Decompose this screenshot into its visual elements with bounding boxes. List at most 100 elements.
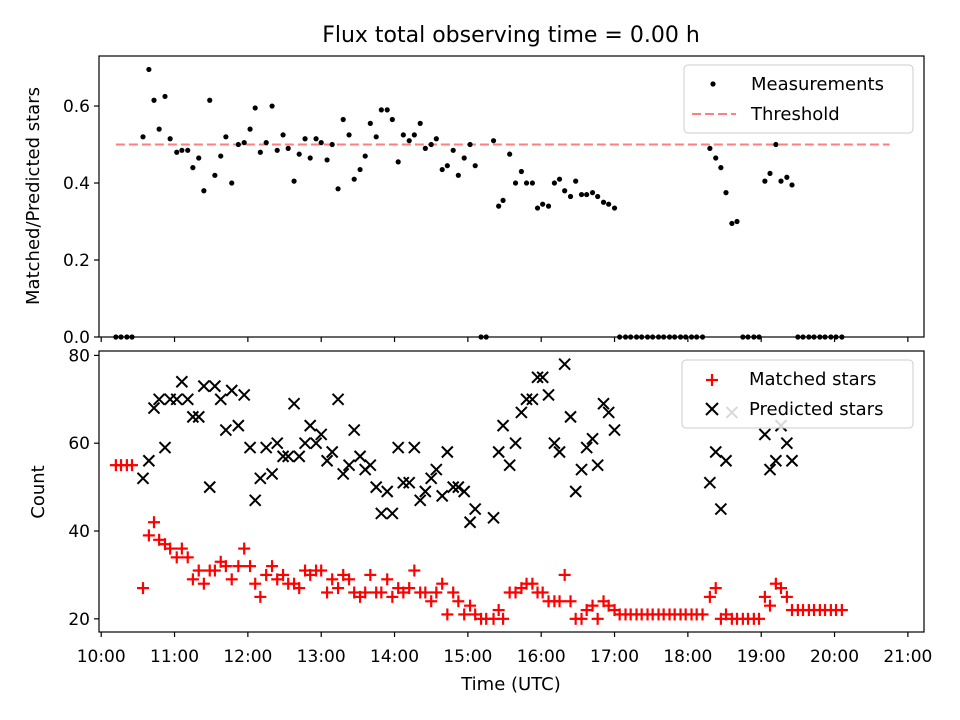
predicted-star-point — [347, 423, 361, 437]
measurement-point — [628, 334, 634, 340]
predicted-star-point — [424, 472, 438, 485]
predicted-star-point — [181, 393, 194, 406]
predicted-star-point — [703, 476, 717, 489]
measurement-point — [551, 180, 558, 186]
measurement-point — [496, 203, 502, 209]
top-ytick-label: 0.6 — [63, 97, 90, 117]
bottom-x-axis: 10:00 11:00 12:00 13:00 14:00 15:00 16:00 17:00… — [77, 632, 932, 667]
matched-star-point — [175, 542, 188, 555]
measurement-point — [384, 107, 390, 113]
matched-star-point — [381, 573, 394, 586]
measurement-point — [729, 220, 735, 227]
measurement-point — [329, 141, 335, 148]
measurement-point — [146, 66, 152, 73]
bottom-xtick-label: 11:00 — [150, 647, 199, 667]
predicted-star-point — [298, 436, 312, 450]
matched-star-point — [225, 573, 238, 586]
predicted-star-point — [591, 458, 604, 472]
measurement-point — [683, 334, 689, 340]
measurement-point — [534, 205, 541, 211]
measurement-point — [218, 153, 224, 159]
top-legend-box — [683, 64, 914, 134]
bottom-ytick-label: 80 — [68, 346, 90, 366]
predicted-star-point — [259, 441, 273, 454]
measurement-point — [688, 334, 695, 340]
predicted-star-point — [281, 450, 295, 463]
measurement-point — [241, 140, 247, 146]
matched-star-point — [375, 586, 388, 599]
bottom-ytick-label: 40 — [68, 522, 90, 542]
measurement-point — [340, 116, 346, 123]
predicted-star-point — [419, 485, 432, 498]
measurement-point — [156, 126, 162, 132]
matched-star-point — [780, 590, 793, 603]
measurement-point — [296, 151, 302, 157]
predicted-star-point — [487, 511, 500, 525]
matched-star-point — [458, 608, 471, 621]
measurement-point — [633, 334, 640, 340]
measurement-point — [124, 334, 130, 340]
measurement-point — [529, 180, 536, 186]
measurement-point — [428, 141, 434, 148]
measurement-point — [201, 188, 207, 194]
top-ytick-label: 0.0 — [63, 328, 90, 348]
matched-star-point — [558, 568, 571, 581]
matched-star-point — [164, 542, 177, 555]
measurement-point — [694, 334, 700, 340]
matched-star-point — [526, 577, 539, 590]
matched-star-point — [441, 608, 454, 621]
predicted-star-point — [553, 445, 566, 459]
predicted-star-point — [586, 432, 599, 446]
predicted-star-point — [325, 445, 339, 459]
measurement-point — [472, 163, 478, 169]
matched-star-point — [764, 599, 776, 612]
predicted-star-point — [558, 357, 571, 371]
predicted-star-point — [435, 489, 449, 503]
bottom-plot-frame — [98, 350, 925, 633]
matched-star-point — [553, 595, 566, 608]
predicted-star-point — [158, 441, 172, 454]
matched-star-point — [126, 459, 138, 472]
predicted-star-point — [430, 463, 443, 476]
measurement-point — [523, 180, 530, 186]
matched-stars-points — [109, 459, 848, 625]
measurement-point — [450, 147, 456, 153]
measurement-point — [556, 176, 563, 182]
measurement-point — [422, 145, 428, 151]
measurement-point — [822, 334, 828, 340]
measurement-point — [707, 145, 713, 151]
measurement-point — [644, 334, 651, 340]
predicted-star-point — [542, 388, 555, 402]
legend-threshold-label: Threshold — [750, 104, 840, 125]
bottom-y-axis: 20 40 60 80 — [68, 346, 99, 630]
predicted-star-point — [147, 401, 161, 415]
measurement-point — [483, 334, 489, 340]
measurement-point — [313, 136, 319, 142]
predicted-star-point — [142, 454, 156, 467]
measurement-point — [611, 205, 618, 211]
measurement-point — [661, 334, 667, 340]
measurement-point — [417, 120, 423, 126]
measurement-point — [833, 334, 839, 340]
bottom-legend-box — [681, 359, 914, 429]
measurement-point — [162, 93, 168, 100]
matched-star-point — [219, 560, 232, 573]
measurement-point — [439, 166, 445, 173]
matched-star-point — [753, 612, 765, 625]
predicted-star-point — [446, 480, 460, 494]
matched-star-point — [321, 586, 334, 599]
legend-matched-label: Matched stars — [749, 369, 876, 390]
predicted-star-point — [369, 480, 383, 494]
matched-star-point — [436, 577, 449, 590]
predicted-star-point — [292, 450, 306, 463]
measurement-point — [589, 190, 596, 196]
measurement-point — [318, 140, 324, 146]
matched-star-point — [408, 564, 421, 577]
bottom-xtick-label: 12:00 — [223, 647, 272, 667]
legend-predicted-marker — [705, 402, 719, 416]
bottom-ylabel: Count — [28, 465, 49, 518]
measurement-point — [773, 141, 779, 148]
measurement-point — [778, 178, 784, 184]
measurement-point — [650, 334, 656, 340]
